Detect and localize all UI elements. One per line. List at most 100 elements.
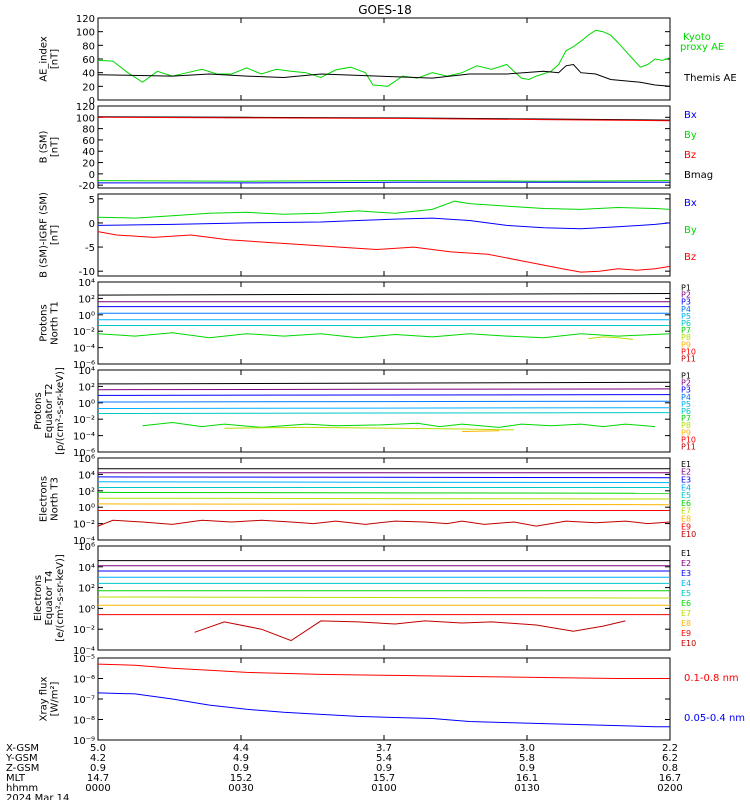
y-axis-label: B (SM) (39, 130, 50, 163)
legend-entry: P4 (681, 393, 691, 402)
footer-value: 0030 (228, 783, 253, 794)
legend-entry: E9 (681, 629, 691, 638)
legend-entry: E10 (681, 639, 696, 648)
y-tick-label: 10⁻⁴ (73, 536, 95, 547)
y-axis-label: [nT] (50, 49, 61, 69)
panel-xray: 10⁻⁹ 10⁻⁸ 10⁻⁷ 10⁻⁶ 10⁻⁵ Xray flux [W/m²] 0.1-0… (39, 654, 746, 747)
legend-entry: E2 (681, 468, 691, 477)
y-tick-label: 10⁶ (78, 454, 95, 465)
y-axis-label: Equator T2 (44, 384, 55, 439)
legend-entry: P8 (681, 333, 691, 342)
legend-entry: Bx (684, 110, 697, 121)
series-p4 (97, 400, 671, 403)
y-tick-label: 0 (89, 219, 95, 230)
y-tick-label: 10² (78, 382, 95, 393)
y-axis-label: B (SM)-IGRF (SM) (39, 192, 50, 278)
legend-entry: E3 (681, 569, 691, 578)
legend-entry: P5 (681, 312, 691, 321)
y-tick-label: 20 (82, 159, 95, 170)
legend-entry: E8 (681, 619, 691, 628)
legend-entry: Bx (684, 198, 697, 209)
legend-entry: E2 (681, 559, 691, 568)
legend-entry: P11 (681, 442, 696, 451)
y-tick-label: 10⁻⁴ (73, 432, 95, 443)
footer-value: 0.9 (90, 763, 106, 774)
legend-entry: P1 (681, 372, 691, 381)
legend-entry: P10 (681, 435, 696, 444)
legend-entry: E6 (681, 599, 691, 608)
legend-entry: By (684, 130, 697, 141)
series-e10 (97, 519, 671, 527)
legend-entry: P5 (681, 400, 691, 409)
legend-entry: E6 (681, 499, 691, 508)
y-tick-label: 10⁰ (78, 503, 95, 514)
y-tick-label: 10⁻² (73, 327, 95, 338)
legend-entry: E9 (681, 522, 691, 531)
footer-value: 2.2 (662, 743, 678, 754)
legend-entry: P3 (681, 386, 691, 395)
footer-value: 15.7 (373, 773, 395, 784)
footer-value: 4.2 (90, 753, 106, 764)
y-axis-label: Electrons (39, 476, 50, 522)
series-p1 (97, 381, 671, 385)
y-tick-label: 10⁻⁶ (73, 448, 95, 459)
footer-row-label: MLT (6, 773, 26, 784)
series-bx (97, 217, 671, 230)
y-tick-label: -10 (79, 267, 95, 278)
legend-entry: Kyoto (683, 32, 711, 43)
legend-entry: 0.1-0.8 nm (684, 673, 739, 684)
y-axis-label: Electrons (33, 575, 44, 621)
y-tick-label: -5 (85, 243, 95, 254)
legend-entry: E8 (681, 515, 691, 524)
y-axis-label: North T1 (50, 301, 61, 345)
series-by (97, 200, 671, 219)
footer-row-label: 2024 Mar 14 (6, 793, 69, 800)
series-p8 (224, 426, 515, 431)
legend-entry: P7 (681, 414, 691, 423)
y-tick-label: 10⁻⁷ (73, 695, 95, 706)
footer-value: 6.2 (662, 753, 678, 764)
series-themis-ae (97, 63, 671, 87)
y-tick-label: 10² (78, 487, 95, 498)
legend-entry: P11 (681, 354, 696, 363)
footer-value: 0.9 (519, 763, 535, 774)
y-axis-label: AE_index (39, 36, 50, 82)
footer-row-label: X-GSM (6, 743, 39, 754)
legend-entry: E4 (681, 483, 691, 492)
legend-entry: P2 (681, 379, 691, 388)
y-axis-label: North T3 (50, 477, 61, 521)
y-tick-label: 5 (89, 195, 95, 206)
y-tick-label: -20 (79, 181, 95, 192)
series-0.1-0.8-nm (97, 663, 670, 679)
y-tick-label: 0 (89, 96, 95, 107)
legend-entry: Bz (684, 252, 696, 263)
legend-entry: Bz (684, 150, 696, 161)
y-tick-label: 10⁻⁶ (73, 675, 95, 686)
y-tick-label: 20 (82, 82, 95, 93)
series-by (97, 180, 671, 182)
y-tick-label: 100 (76, 28, 95, 39)
legend-entry: Themis AE (683, 73, 737, 84)
legend-entry: E7 (681, 507, 691, 516)
footer-value: 3.0 (519, 743, 535, 754)
series-kyoto-proxy-ae (97, 29, 671, 87)
legend-entry: Bmag (684, 170, 713, 181)
footer-value: 4.9 (233, 753, 249, 764)
y-tick-label: 120 (76, 14, 95, 25)
y-tick-label: 40 (82, 69, 95, 80)
series-p9 (461, 430, 500, 432)
series-p7 (142, 421, 656, 428)
panel-electrons-equator: 10⁻⁴ 10⁻² 10⁰ 10² 10⁴ 10⁶ Electrons Equator T4[… (33, 542, 696, 657)
legend-entry: E1 (681, 549, 691, 558)
y-axis-label: [p/(cm²-s-sr-keV)] (55, 367, 66, 455)
y-tick-label: 80 (82, 125, 95, 136)
series-p8 (588, 336, 633, 340)
series-p3 (97, 394, 671, 396)
y-tick-label: 40 (82, 147, 95, 158)
y-tick-label: 10⁻⁸ (73, 716, 95, 727)
